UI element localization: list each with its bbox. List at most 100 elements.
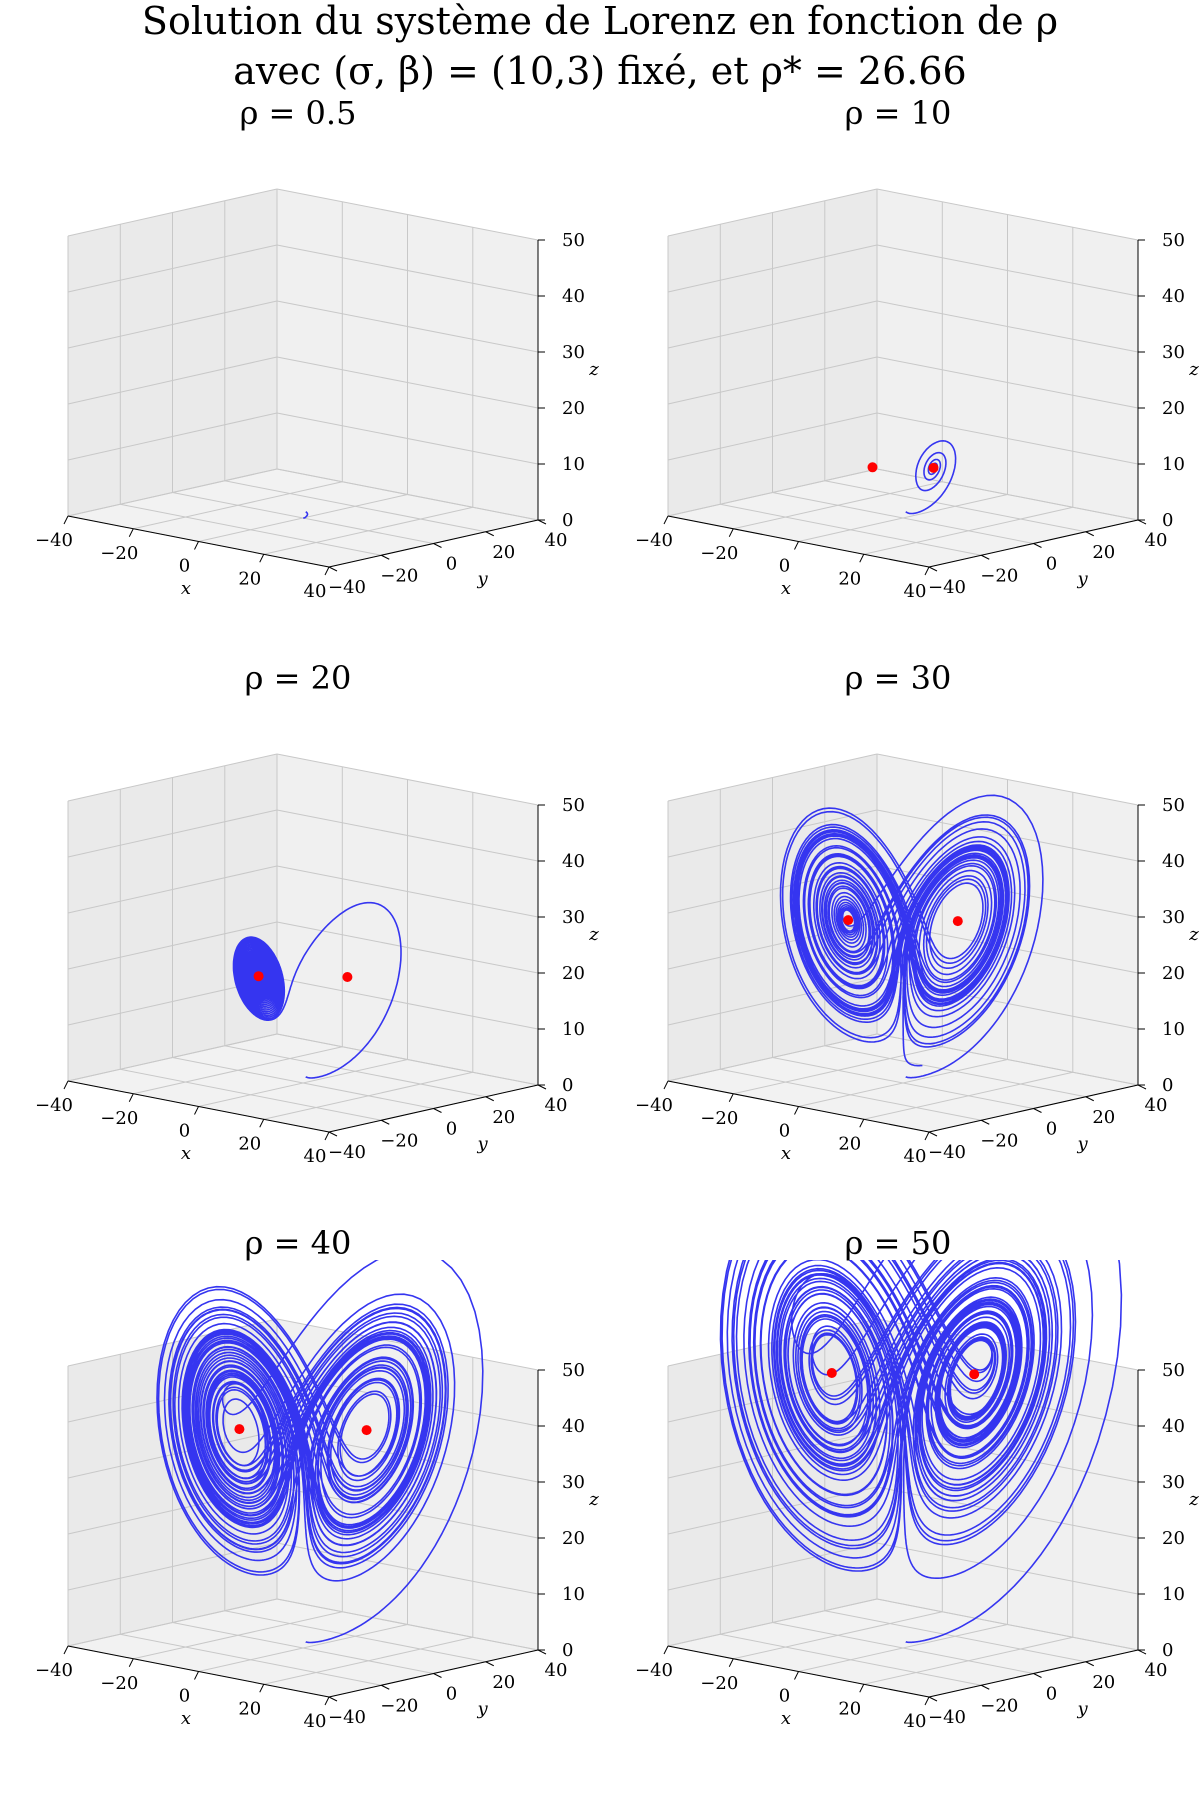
grid-line [667, 1598, 878, 1647]
x-tick [924, 1131, 930, 1141]
z-tick-label: 40 [562, 851, 585, 872]
x-tick-label: 40 [304, 1146, 327, 1167]
grid-line [276, 921, 539, 974]
x-tick-label: −40 [35, 1095, 73, 1116]
x-tick-label: −40 [635, 1095, 673, 1116]
grid-line [276, 300, 539, 353]
grid-line [276, 865, 539, 918]
grid-line [276, 468, 539, 521]
y-tick-label: −40 [928, 1142, 966, 1163]
z-tick-label: 30 [562, 907, 585, 928]
y-tick [1137, 1084, 1147, 1090]
y-tick [928, 1131, 938, 1137]
z-tick-label: 40 [562, 1416, 585, 1437]
grid-line [667, 865, 878, 914]
grid-line [276, 809, 539, 862]
y-tick-label: −40 [328, 577, 366, 598]
x-tick [128, 1093, 134, 1102]
subplot-title: ρ = 40 [245, 1224, 352, 1262]
y-tick [485, 1661, 494, 1667]
x-tick [259, 1119, 265, 1128]
grid-line [876, 753, 1139, 806]
x-axis-label: x [181, 1708, 191, 1729]
grid-line [67, 1542, 278, 1591]
grid-line [67, 468, 278, 517]
z-tick-label: 30 [562, 1472, 585, 1493]
grid-line [772, 492, 1034, 544]
x-tick-label: 40 [904, 581, 927, 602]
grid-line [667, 300, 878, 349]
y-tick-label: 40 [545, 530, 568, 551]
grid-line [276, 244, 539, 297]
y-tick [433, 1108, 442, 1113]
grid-line [667, 753, 878, 802]
grid-line [876, 356, 1139, 409]
x-axis-label: x [781, 1708, 791, 1729]
y-tick-label: 0 [1046, 1119, 1057, 1140]
x-tick [259, 1684, 265, 1693]
grid-line [67, 244, 278, 293]
grid-line [276, 356, 539, 409]
x-tick [859, 1684, 865, 1693]
y-tick-label: 20 [492, 1107, 515, 1128]
grid-line [67, 188, 278, 237]
z-tick-label: 30 [1162, 1472, 1185, 1493]
z-axis-label: z [588, 924, 599, 945]
grid-line [67, 300, 278, 349]
grid-line [667, 188, 878, 237]
grid-line [667, 468, 878, 517]
x-tick-label: −40 [635, 1660, 673, 1681]
x-tick [794, 1671, 799, 1680]
y-tick [433, 1673, 442, 1678]
z-tick-label: 0 [562, 510, 573, 531]
y-tick-label: 20 [492, 1672, 515, 1693]
grid-line [263, 506, 473, 555]
z-tick-label: 20 [562, 963, 585, 984]
x-tick [194, 1671, 199, 1680]
y-tick [328, 566, 338, 572]
grid-line [276, 188, 539, 241]
x-tick-label: 40 [904, 1711, 927, 1732]
x-tick-label: 0 [779, 556, 790, 577]
x-tick [924, 566, 930, 576]
grid-line [276, 1598, 539, 1651]
fixed-point-marker [253, 971, 264, 982]
grid-line [67, 412, 278, 461]
z-tick-label: 50 [562, 1360, 585, 1381]
grid-line [667, 244, 878, 293]
z-tick-label: 30 [1162, 907, 1185, 928]
grid-line [876, 468, 1139, 521]
y-tick [928, 1696, 938, 1702]
z-tick-label: 0 [1162, 510, 1173, 531]
x-tick-label: −20 [100, 543, 138, 564]
z-tick-label: 40 [1162, 286, 1185, 307]
x-tick [324, 1131, 330, 1141]
y-tick [928, 566, 938, 572]
y-tick-label: 0 [446, 1684, 457, 1705]
y-tick-label: 20 [1092, 1107, 1115, 1128]
z-tick-label: 50 [1162, 1360, 1185, 1381]
z-tick-label: 10 [562, 454, 585, 475]
y-tick-label: 40 [1145, 530, 1168, 551]
x-tick-label: −40 [35, 1660, 73, 1681]
x-tick-label: −20 [700, 543, 738, 564]
z-tick-label: 40 [562, 286, 585, 307]
x-tick-label: 40 [304, 1711, 327, 1732]
grid-line [667, 1033, 878, 1082]
y-tick-label: 40 [545, 1660, 568, 1681]
x-tick-label: −20 [100, 1108, 138, 1129]
grid-line [224, 480, 486, 533]
grid-line [172, 1622, 434, 1674]
z-tick-label: 20 [1162, 1528, 1185, 1549]
y-tick [1085, 531, 1094, 537]
z-tick-label: 0 [1162, 1640, 1173, 1661]
z-tick-label: 40 [1162, 851, 1185, 872]
x-tick-label: 20 [838, 1133, 861, 1154]
grid-line [667, 977, 878, 1026]
y-tick [1033, 1108, 1042, 1113]
z-tick-label: 0 [562, 1640, 573, 1661]
y-tick [485, 1096, 494, 1102]
x-tick [324, 566, 330, 576]
